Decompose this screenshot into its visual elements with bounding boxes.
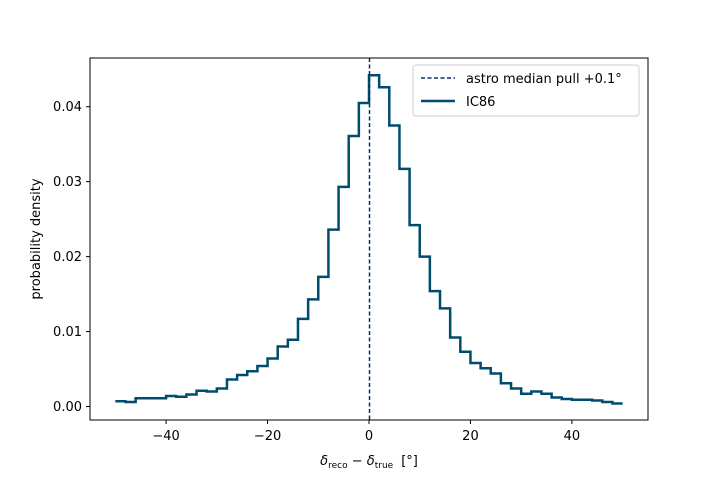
legend: astro median pull +0.1° IC86: [412, 64, 640, 117]
x-tick-label: −40: [152, 429, 179, 444]
x-tick-label: 40: [564, 429, 581, 444]
y-axis-label: probability density: [29, 178, 44, 299]
y-tick-label: 0.01: [53, 325, 82, 340]
ic86-histogram-line: [115, 73, 623, 405]
plot-area: [115, 58, 623, 420]
y-tick-label: 0.04: [53, 100, 82, 115]
x-axis-label: δreco − δtrue [°]: [320, 454, 418, 471]
y-tick-label: 0.00: [53, 400, 82, 415]
x-tick-label: 20: [462, 429, 479, 444]
y-tick-label: 0.03: [53, 175, 82, 190]
x-label-reco-subscript: reco: [328, 461, 348, 471]
x-label-unit: [°]: [401, 454, 418, 469]
x-label-minus: −: [348, 454, 367, 469]
axes-frame: [89, 57, 649, 421]
x-label-true-subscript: true: [375, 461, 394, 471]
x-label-true-symbol: δ: [367, 454, 375, 469]
x-label-reco-symbol: δ: [320, 454, 328, 469]
x-tick-label: 0: [365, 429, 373, 444]
y-axis-ticks: 0.00 0.01 0.02 0.03 0.04: [53, 100, 90, 415]
x-tick-label: −20: [254, 429, 281, 444]
legend-box: [412, 64, 640, 117]
legend-ic86-label: IC86: [466, 95, 495, 110]
x-axis-ticks: −40 −20 0 20 40: [152, 420, 580, 444]
y-tick-label: 0.02: [53, 250, 82, 265]
legend-median-label: astro median pull +0.1°: [466, 72, 622, 87]
